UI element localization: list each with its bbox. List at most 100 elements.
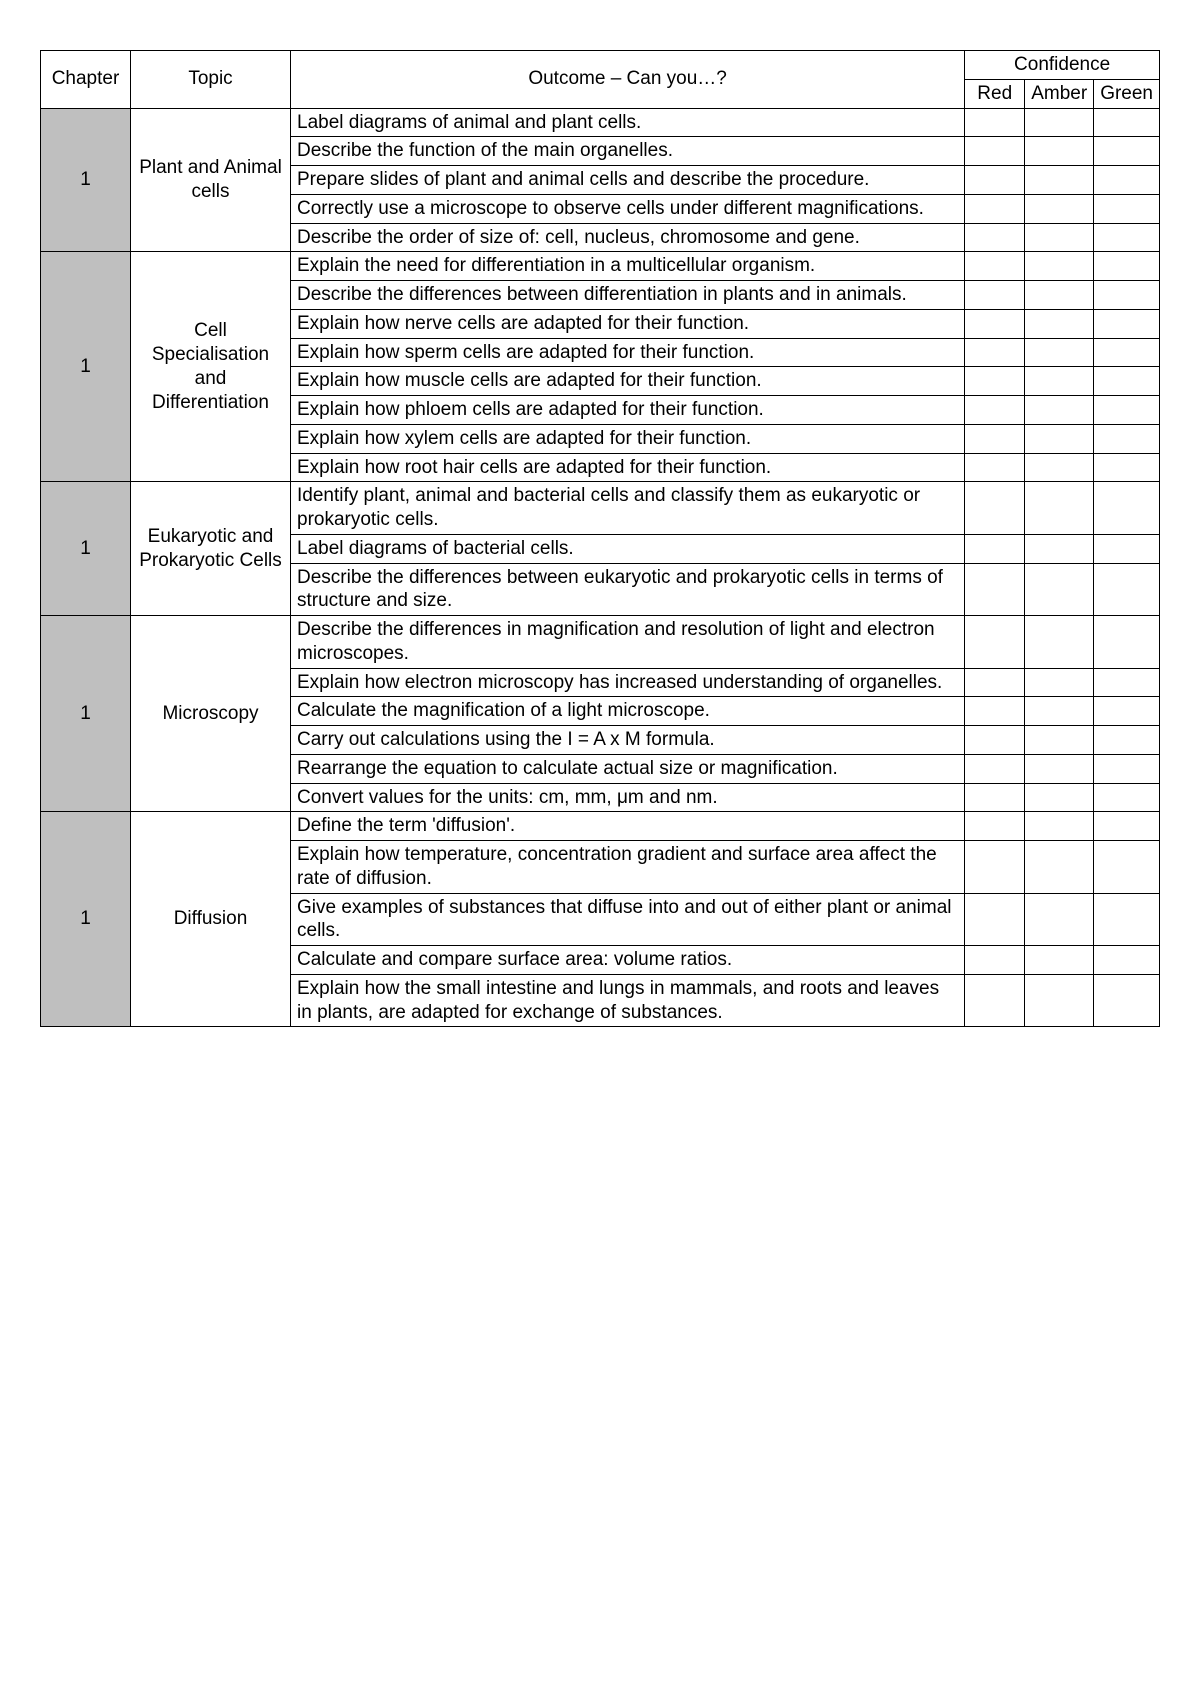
confidence-amber-cell[interactable] <box>1025 726 1094 755</box>
confidence-green-cell[interactable] <box>1094 563 1160 616</box>
confidence-green-cell[interactable] <box>1094 616 1160 669</box>
outcome-cell: Describe the function of the main organe… <box>291 137 965 166</box>
confidence-red-cell[interactable] <box>965 726 1025 755</box>
confidence-amber-cell[interactable] <box>1025 108 1094 137</box>
confidence-amber-cell[interactable] <box>1025 812 1094 841</box>
confidence-green-cell[interactable] <box>1094 812 1160 841</box>
confidence-amber-cell[interactable] <box>1025 841 1094 894</box>
confidence-red-cell[interactable] <box>965 974 1025 1027</box>
confidence-green-cell[interactable] <box>1094 281 1160 310</box>
confidence-green-cell[interactable] <box>1094 482 1160 535</box>
confidence-red-cell[interactable] <box>965 338 1025 367</box>
table-row: 1Eukaryotic and Prokaryotic CellsIdentif… <box>41 482 1160 535</box>
confidence-amber-cell[interactable] <box>1025 338 1094 367</box>
confidence-red-cell[interactable] <box>965 482 1025 535</box>
confidence-green-cell[interactable] <box>1094 946 1160 975</box>
confidence-red-cell[interactable] <box>965 616 1025 669</box>
confidence-amber-cell[interactable] <box>1025 223 1094 252</box>
header-topic: Topic <box>131 51 291 109</box>
confidence-red-cell[interactable] <box>965 668 1025 697</box>
confidence-green-cell[interactable] <box>1094 668 1160 697</box>
confidence-red-cell[interactable] <box>965 396 1025 425</box>
confidence-green-cell[interactable] <box>1094 453 1160 482</box>
confidence-red-cell[interactable] <box>965 108 1025 137</box>
confidence-amber-cell[interactable] <box>1025 137 1094 166</box>
confidence-red-cell[interactable] <box>965 194 1025 223</box>
chapter-cell: 1 <box>41 616 131 812</box>
confidence-green-cell[interactable] <box>1094 338 1160 367</box>
confidence-amber-cell[interactable] <box>1025 194 1094 223</box>
confidence-amber-cell[interactable] <box>1025 396 1094 425</box>
confidence-amber-cell[interactable] <box>1025 424 1094 453</box>
header-outcome: Outcome – Can you…? <box>291 51 965 109</box>
outcome-cell: Correctly use a microscope to observe ce… <box>291 194 965 223</box>
table-header: Chapter Topic Outcome – Can you…? Confid… <box>41 51 1160 109</box>
confidence-amber-cell[interactable] <box>1025 974 1094 1027</box>
topic-cell: Cell Specialisation and Differentiation <box>131 252 291 482</box>
confidence-amber-cell[interactable] <box>1025 754 1094 783</box>
confidence-red-cell[interactable] <box>965 946 1025 975</box>
confidence-red-cell[interactable] <box>965 166 1025 195</box>
outcome-cell: Explain how electron microscopy has incr… <box>291 668 965 697</box>
header-confidence: Confidence <box>965 51 1160 80</box>
confidence-red-cell[interactable] <box>965 252 1025 281</box>
outcome-cell: Label diagrams of bacterial cells. <box>291 534 965 563</box>
confidence-green-cell[interactable] <box>1094 166 1160 195</box>
chapter-cell: 1 <box>41 812 131 1027</box>
confidence-amber-cell[interactable] <box>1025 697 1094 726</box>
confidence-red-cell[interactable] <box>965 367 1025 396</box>
confidence-red-cell[interactable] <box>965 281 1025 310</box>
confidence-red-cell[interactable] <box>965 223 1025 252</box>
confidence-green-cell[interactable] <box>1094 726 1160 755</box>
confidence-green-cell[interactable] <box>1094 424 1160 453</box>
confidence-green-cell[interactable] <box>1094 783 1160 812</box>
confidence-amber-cell[interactable] <box>1025 668 1094 697</box>
confidence-red-cell[interactable] <box>965 812 1025 841</box>
confidence-amber-cell[interactable] <box>1025 616 1094 669</box>
topic-cell: Plant and Animal cells <box>131 108 291 252</box>
confidence-red-cell[interactable] <box>965 783 1025 812</box>
confidence-green-cell[interactable] <box>1094 396 1160 425</box>
confidence-red-cell[interactable] <box>965 424 1025 453</box>
confidence-green-cell[interactable] <box>1094 252 1160 281</box>
confidence-green-cell[interactable] <box>1094 367 1160 396</box>
confidence-green-cell[interactable] <box>1094 309 1160 338</box>
confidence-red-cell[interactable] <box>965 309 1025 338</box>
outcome-cell: Give examples of substances that diffuse… <box>291 893 965 946</box>
confidence-red-cell[interactable] <box>965 893 1025 946</box>
confidence-green-cell[interactable] <box>1094 108 1160 137</box>
confidence-amber-cell[interactable] <box>1025 453 1094 482</box>
confidence-amber-cell[interactable] <box>1025 367 1094 396</box>
confidence-red-cell[interactable] <box>965 453 1025 482</box>
confidence-red-cell[interactable] <box>965 563 1025 616</box>
confidence-amber-cell[interactable] <box>1025 946 1094 975</box>
confidence-amber-cell[interactable] <box>1025 166 1094 195</box>
confidence-red-cell[interactable] <box>965 841 1025 894</box>
confidence-amber-cell[interactable] <box>1025 482 1094 535</box>
outcome-cell: Explain how the small intestine and lung… <box>291 974 965 1027</box>
confidence-green-cell[interactable] <box>1094 893 1160 946</box>
confidence-green-cell[interactable] <box>1094 697 1160 726</box>
confidence-red-cell[interactable] <box>965 137 1025 166</box>
confidence-green-cell[interactable] <box>1094 754 1160 783</box>
table-row: 1MicroscopyDescribe the differences in m… <box>41 616 1160 669</box>
confidence-green-cell[interactable] <box>1094 534 1160 563</box>
table-body: 1 Plant and Animal cells Label diagrams of… <box>41 108 1160 1027</box>
confidence-red-cell[interactable] <box>965 697 1025 726</box>
header-amber: Amber <box>1025 79 1094 108</box>
confidence-red-cell[interactable] <box>965 534 1025 563</box>
confidence-amber-cell[interactable] <box>1025 563 1094 616</box>
confidence-amber-cell[interactable] <box>1025 281 1094 310</box>
confidence-green-cell[interactable] <box>1094 194 1160 223</box>
confidence-amber-cell[interactable] <box>1025 309 1094 338</box>
confidence-amber-cell[interactable] <box>1025 783 1094 812</box>
confidence-green-cell[interactable] <box>1094 841 1160 894</box>
confidence-amber-cell[interactable] <box>1025 534 1094 563</box>
confidence-green-cell[interactable] <box>1094 223 1160 252</box>
confidence-red-cell[interactable] <box>965 754 1025 783</box>
confidence-green-cell[interactable] <box>1094 974 1160 1027</box>
outcome-cell: Calculate and compare surface area: volu… <box>291 946 965 975</box>
confidence-amber-cell[interactable] <box>1025 893 1094 946</box>
confidence-amber-cell[interactable] <box>1025 252 1094 281</box>
confidence-green-cell[interactable] <box>1094 137 1160 166</box>
